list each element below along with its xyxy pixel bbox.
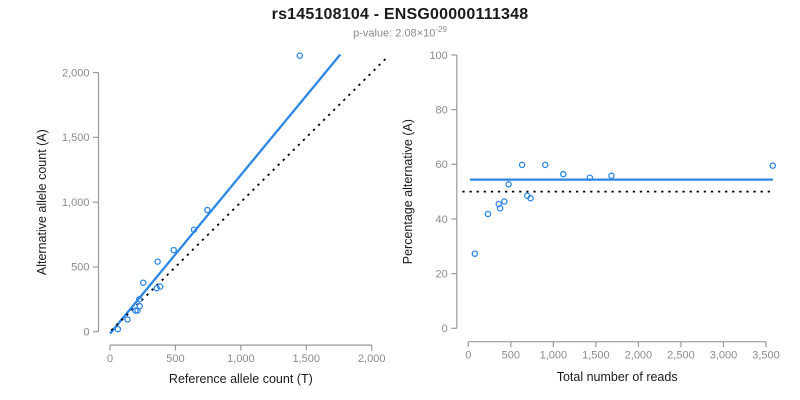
x-tick-label: 1,000 — [227, 353, 255, 365]
y-tick-label: 1,000 — [62, 197, 90, 209]
data-point — [484, 210, 492, 218]
data-point — [542, 161, 549, 169]
y-tick-label: 40 — [436, 214, 448, 226]
x-tick-label: 3,500 — [752, 350, 780, 362]
y-tick-label: 80 — [436, 104, 448, 116]
x-tick-label: 500 — [166, 353, 184, 365]
data-point — [769, 162, 777, 169]
data-point — [560, 170, 567, 178]
x-tick-label: 2,000 — [358, 353, 386, 365]
data-point — [471, 250, 479, 257]
data-point — [204, 206, 211, 214]
data-point — [156, 283, 164, 290]
x-tick-label: 2,500 — [667, 350, 695, 362]
x-tick-label: 500 — [502, 350, 520, 362]
data-point — [296, 52, 303, 60]
p-value-exponent: -29 — [435, 25, 447, 34]
y-tick-label: 500 — [71, 262, 89, 274]
data-point — [608, 172, 615, 180]
data-point — [154, 258, 161, 265]
y-tick-label: 1,500 — [62, 132, 90, 144]
data-point — [496, 205, 504, 212]
data-point — [527, 194, 534, 202]
data-point — [136, 302, 143, 310]
p-value-subtitle: p-value: 2.08×10-29 — [0, 25, 800, 40]
x-tick-label: 1,500 — [582, 350, 610, 362]
x-axis-title: Total number of reads — [557, 370, 678, 384]
y-tick-label: 0 — [83, 327, 89, 339]
identity-line — [110, 57, 388, 332]
x-axis-title: Reference allele count (T) — [169, 372, 313, 386]
allele-count-scatter: 0 500 1,000 1,500 2,000 0 500 1,000 1,500 2,000 Re… — [35, 52, 388, 386]
y-tick-label: 100 — [429, 50, 447, 62]
y-axis-title: Alternative allele count (A) — [35, 129, 49, 275]
regression-line — [109, 53, 342, 335]
p-value-text: p-value: 2.08×10 — [353, 27, 436, 40]
data-point — [505, 181, 512, 188]
y-tick-label: 0 — [442, 323, 448, 335]
y-tick-label: 60 — [436, 159, 448, 171]
x-tick-label: 0 — [465, 350, 471, 362]
x-tick-label: 0 — [107, 353, 113, 365]
data-point — [153, 284, 160, 292]
x-tick-label: 2,000 — [625, 350, 653, 362]
percentage-alternative-scatter: 0 20 40 60 80 100 0 500 1,000 1,500 2,000 2,500 3,00… — [401, 50, 780, 384]
y-tick-label: 2,000 — [62, 67, 90, 79]
y-tick-label: 20 — [436, 268, 448, 280]
data-point — [139, 279, 147, 286]
x-tick-label: 1,500 — [293, 353, 321, 365]
data-point — [518, 161, 526, 169]
data-point — [136, 296, 143, 303]
data-point — [114, 325, 122, 333]
data-point — [586, 174, 594, 181]
data-point — [170, 246, 177, 254]
x-tick-label: 3,000 — [710, 350, 738, 362]
data-point — [190, 226, 198, 233]
page-title: rs145108104 - ENSG00000111348 — [271, 6, 529, 23]
x-tick-label: 1,000 — [540, 350, 568, 362]
data-point — [501, 198, 508, 205]
data-point — [124, 316, 131, 323]
y-axis-title: Percentage alternative (A) — [401, 119, 415, 264]
